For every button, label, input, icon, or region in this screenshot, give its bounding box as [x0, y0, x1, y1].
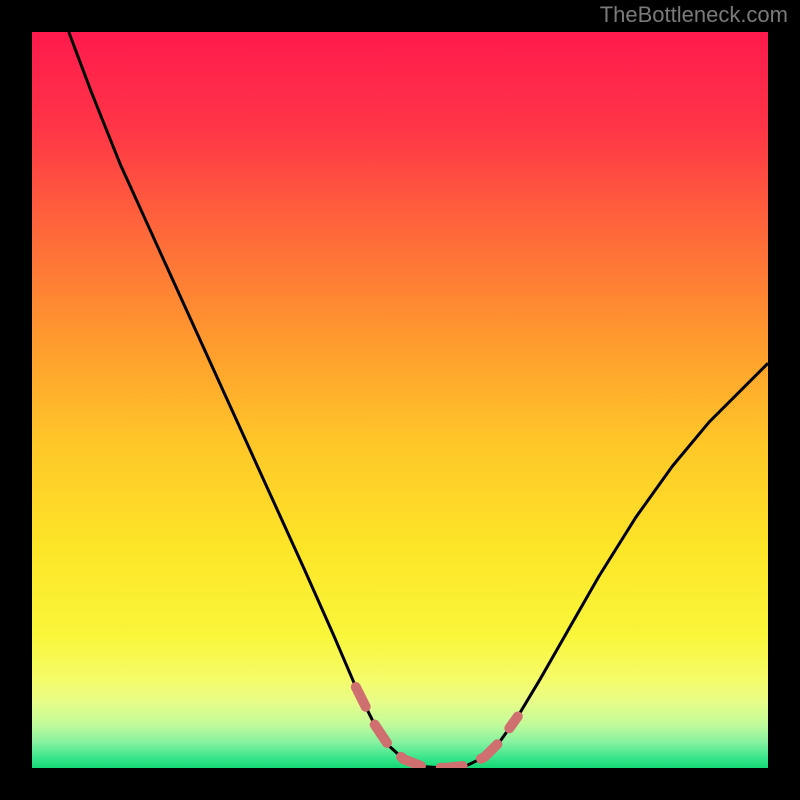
bottleneck-curve-plot: [0, 0, 800, 800]
watermark-text: TheBottleneck.com: [600, 2, 788, 28]
chart-container: TheBottleneck.com: [0, 0, 800, 800]
